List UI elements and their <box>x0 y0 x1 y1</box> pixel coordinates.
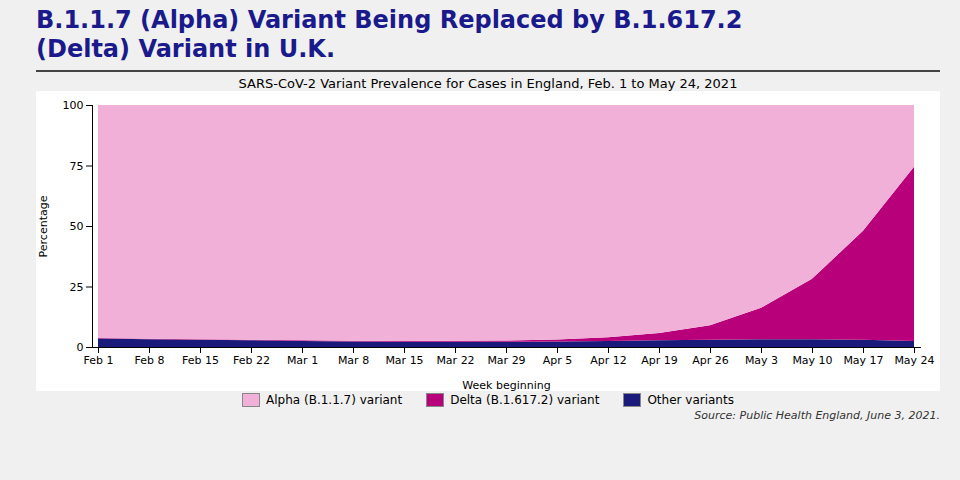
svg-text:25: 25 <box>70 280 84 293</box>
svg-text:Mar 22: Mar 22 <box>436 354 474 367</box>
svg-text:Apr 5: Apr 5 <box>543 354 573 367</box>
html-text:Source: Public Health England,: Source: Public Health England, June 3, 2… <box>694 408 940 422</box>
html-text:B.1.1.7 (Alpha) Variant Being: B.1.1.7 (Alpha) Variant Being Replaced b… <box>36 6 743 63</box>
svg-text:May 10: May 10 <box>792 354 832 367</box>
html-text:Delta (B.1.617.2) variant: Delta (B.1.617.2) variant <box>450 392 600 407</box>
html-text:Alpha (B.1.1.7) variant: Alpha (B.1.1.7) variant <box>266 392 403 407</box>
svg-text:100: 100 <box>63 99 84 112</box>
svg-text:May 24: May 24 <box>894 354 934 367</box>
svg-text:Mar 29: Mar 29 <box>487 354 525 367</box>
svg-text:Week beginning: Week beginning <box>462 378 550 391</box>
svg-text:Apr 12: Apr 12 <box>590 354 627 367</box>
svg-text:May 17: May 17 <box>843 354 883 367</box>
svg-text:Feb 15: Feb 15 <box>182 354 219 367</box>
svg-text:Feb 8: Feb 8 <box>135 354 165 367</box>
svg-text:50: 50 <box>70 220 84 233</box>
svg-text:Apr 26: Apr 26 <box>692 354 729 367</box>
svg-text:Feb 22: Feb 22 <box>233 354 270 367</box>
svg-text:0: 0 <box>77 341 84 354</box>
svg-text:75: 75 <box>70 159 84 172</box>
html-text:Other variants: Other variants <box>647 392 734 407</box>
svg-text:Percentage: Percentage <box>37 195 50 257</box>
svg-text:Mar 15: Mar 15 <box>385 354 423 367</box>
svg-text:Apr 19: Apr 19 <box>641 354 678 367</box>
svg-text:Feb 1: Feb 1 <box>84 354 114 367</box>
svg-text:Mar 1: Mar 1 <box>287 354 318 367</box>
html-text:SARS-CoV-2 Variant Prevalence: SARS-CoV-2 Variant Prevalence for Cases … <box>238 75 738 91</box>
svg-text:May 3: May 3 <box>745 354 778 367</box>
svg-text:Mar 8: Mar 8 <box>338 354 369 367</box>
